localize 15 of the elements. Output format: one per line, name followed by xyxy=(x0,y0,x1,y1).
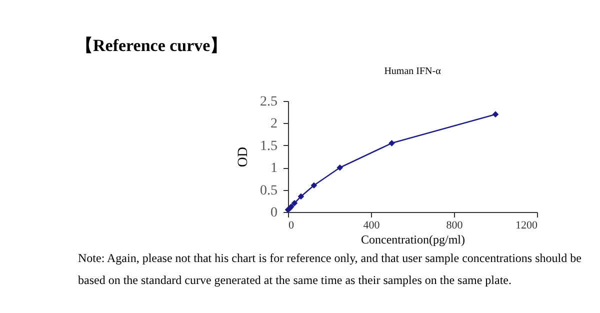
chart-subtitle: Human IFN-α xyxy=(384,66,442,77)
y-tick-label: 0 xyxy=(270,206,278,220)
y-tick-label: 1.5 xyxy=(260,138,278,154)
y-tick-label: 2.5 xyxy=(260,94,278,110)
y-tick-label: 2 xyxy=(270,116,278,132)
x-tick-label: 1200 xyxy=(516,220,538,232)
x-tick-label: 0 xyxy=(288,220,294,232)
y-tick-label: 1 xyxy=(270,161,278,176)
x-tick-label: 800 xyxy=(446,220,464,232)
x-tick-label: 400 xyxy=(363,220,380,232)
y-tick-label: 0.5 xyxy=(260,183,278,198)
text: Note: Again, please not that his chart is for reference only, and that user sample concentrations should be based on the standard curve generated at the same time as their samples on the same plate. xyxy=(78,250,582,289)
y-axis-title: OD xyxy=(236,146,251,168)
text: 【Reference curve】 xyxy=(76,35,228,57)
x-axis-title: Concentration(pg/ml) xyxy=(361,232,465,246)
